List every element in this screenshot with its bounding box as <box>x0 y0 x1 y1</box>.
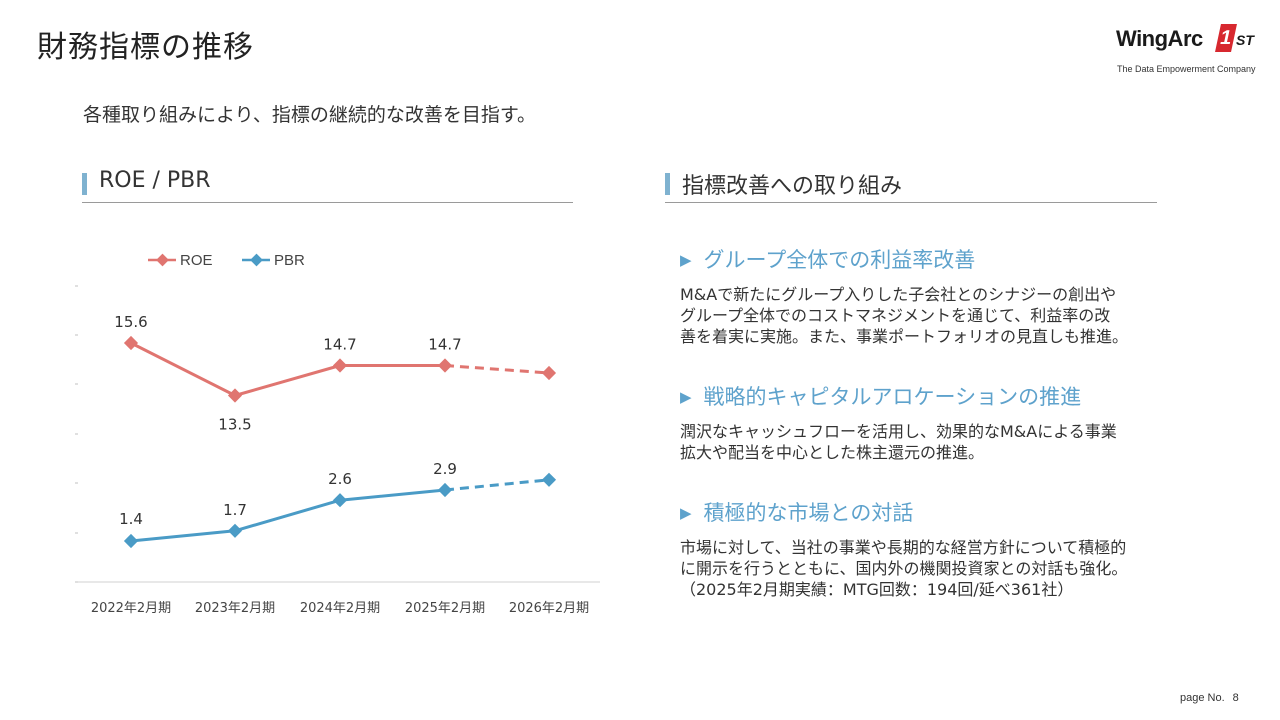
logo-wordmark: WingArc <box>1116 26 1203 51</box>
data-point-pbr <box>123 533 139 549</box>
data-label-roe: 14.7 <box>428 336 461 354</box>
initiative-item: ▶ 積極的な市場との対話 市場に対して、当社の事業や長期的な経営方針について積極的… <box>680 497 1220 600</box>
initiative-title-text: グループ全体での利益率改善 <box>703 248 976 272</box>
x-tick-label: 2026年2月期 <box>509 601 589 616</box>
section-heading-text: 指標改善への取り組み <box>682 174 903 199</box>
chart-series <box>123 335 557 549</box>
initiative-item: ▶ 戦略的キャピタルアロケーションの推進 潤沢なキャッシュフローを活用し、効果的な… <box>680 381 1220 463</box>
initiative-title-text: 積極的な市場との対話 <box>703 501 914 525</box>
series-line-pbr <box>130 488 446 543</box>
chart-data-labels: 15.6 13.5 14.7 14.7 1.4 1.7 2.6 2.9 <box>114 313 461 528</box>
data-label-roe: 14.7 <box>323 336 356 354</box>
page-number: page No. 8 <box>1180 692 1239 704</box>
initiative-body: M&Aで新たにグループ入りした子会社とのシナジーの創出や グループ全体でのコスト… <box>680 285 1129 346</box>
initiative-title-text: 戦略的キャピタルアロケーションの推進 <box>703 385 1082 409</box>
chart-x-tick-labels: 2022年2月期 2023年2月期 2024年2月期 2025年2月期 2026年2月期 <box>91 601 589 616</box>
data-label-pbr: 2.6 <box>328 470 352 488</box>
company-logo: WingArc 1 ST The Data Empowerment Compan… <box>1112 22 1256 74</box>
initiative-item: ▶ グループ全体での利益率改善 M&Aで新たにグループ入りした子会社とのシナジーの… <box>680 244 1220 347</box>
section-heading-roe-pbr: ROE / PBR <box>82 166 573 203</box>
logo-badge: 1 <box>1215 24 1237 52</box>
initiative-title: ▶ グループ全体での利益率改善 <box>680 244 1220 274</box>
initiative-body: 市場に対して、当社の事業や長期的な経営方針について積極的 に開示を行うとともに、… <box>680 538 1128 599</box>
x-tick-label: 2023年2月期 <box>195 601 275 616</box>
page-subtitle: 各種取り組みにより、指標の継続的な改善を目指す。 <box>83 104 536 126</box>
data-point-roe <box>332 358 348 373</box>
data-label-roe: 13.5 <box>218 416 251 434</box>
series-line-roe <box>130 341 445 397</box>
section-heading-text: ROE / PBR <box>99 168 211 193</box>
triangle-right-icon: ▶ <box>680 251 692 269</box>
forecast-line-pbr <box>444 478 550 492</box>
data-point-roe <box>437 358 453 373</box>
data-label-pbr: 2.9 <box>433 460 457 478</box>
legend-marker-pbr <box>250 253 263 267</box>
data-point-pbr <box>437 482 453 498</box>
data-point-pbr <box>227 523 243 538</box>
data-label-roe: 15.6 <box>114 313 147 331</box>
page-number-value: 8 <box>1232 692 1239 704</box>
logo-suffix: ST <box>1236 32 1254 48</box>
chart-axis <box>75 285 600 583</box>
legend-label-roe: ROE <box>180 252 213 269</box>
triangle-right-icon: ▶ <box>680 504 692 522</box>
data-point-pbr <box>332 493 348 508</box>
data-point-roe <box>227 388 243 403</box>
heading-accent-bar <box>665 173 670 195</box>
data-label-pbr: 1.4 <box>119 510 143 528</box>
legend-marker-roe <box>156 253 169 267</box>
page-title: 財務指標の推移 <box>37 30 254 65</box>
data-label-pbr: 1.7 <box>223 501 247 519</box>
triangle-right-icon: ▶ <box>680 388 692 406</box>
section-heading-initiatives: 指標改善への取り組み <box>665 166 1157 203</box>
page-number-label: page No. <box>1180 692 1225 704</box>
forecast-point-roe <box>541 365 557 381</box>
heading-accent-bar <box>82 173 87 195</box>
x-tick-label: 2025年2月期 <box>405 601 485 616</box>
logo-tagline: The Data Empowerment Company <box>1117 64 1256 74</box>
x-tick-label: 2022年2月期 <box>91 601 171 616</box>
x-tick-label: 2024年2月期 <box>300 601 380 616</box>
chart-legend: ROE PBR <box>148 252 305 269</box>
initiative-body: 潤沢なキャッシュフローを活用し、効果的なM&Aによる事業 拡大や配当を中心とした… <box>680 422 1117 462</box>
data-point-roe <box>123 335 139 351</box>
roe-pbr-line-chart: ROE PBR 15.6 13.5 14.7 14.7 1.4 1.7 2.6 2.9 2022… <box>75 252 600 616</box>
initiative-title: ▶ 戦略的キャピタルアロケーションの推進 <box>680 381 1220 411</box>
legend-label-pbr: PBR <box>274 252 305 269</box>
forecast-line-roe <box>444 364 550 375</box>
forecast-point-pbr <box>541 472 557 487</box>
initiative-title: ▶ 積極的な市場との対話 <box>680 497 1220 527</box>
